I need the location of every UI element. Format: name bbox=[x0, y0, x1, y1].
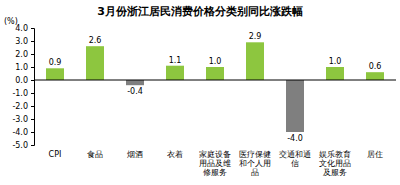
y-axis-line bbox=[31, 29, 35, 146]
bar bbox=[206, 67, 224, 80]
x-tick-label: 烟酒 bbox=[127, 150, 143, 159]
y-axis-label: (%) bbox=[4, 17, 18, 26]
bar bbox=[166, 66, 184, 80]
bar bbox=[126, 80, 144, 85]
y-tick: 1.0 bbox=[15, 63, 34, 72]
bar bbox=[46, 68, 64, 80]
zero-line bbox=[34, 80, 396, 81]
x-tick-label: 交通和通信 bbox=[279, 150, 311, 168]
bar bbox=[326, 67, 344, 80]
data-label: 1.0 bbox=[209, 57, 222, 66]
data-label: -0.4 bbox=[127, 87, 143, 96]
bar bbox=[86, 46, 104, 80]
chart-svg: 4.0 3.0 2.0 1.0 0.0 -1.0 -2.0 -3.0 -4.0 -5.0 0.9 2.… bbox=[0, 0, 400, 185]
x-tick-label: 食品 bbox=[87, 150, 103, 159]
chart-container: 4.0 3.0 2.0 1.0 0.0 -1.0 -2.0 -3.0 -4.0 -5.0 0.9 2.… bbox=[0, 0, 400, 185]
y-tick-label: 2.0 bbox=[15, 50, 28, 59]
x-tick-label: CPI bbox=[49, 150, 62, 159]
bar bbox=[246, 42, 264, 80]
x-tick: 居住 bbox=[367, 150, 383, 159]
y-tick: -4.0 bbox=[12, 128, 34, 137]
y-tick: 3.0 bbox=[15, 37, 34, 46]
y-tick: 0.0 bbox=[15, 76, 34, 85]
x-tick-label: 娱乐教育文化用品及服务 bbox=[319, 150, 351, 177]
x-tick: CPI bbox=[49, 150, 62, 159]
x-tick: 衣着 bbox=[167, 150, 183, 159]
bar bbox=[366, 72, 384, 80]
y-tick-label: 3.0 bbox=[15, 37, 28, 46]
x-tick-label: 医疗保健和个人用品 bbox=[239, 150, 271, 177]
y-tick-mark bbox=[31, 54, 34, 55]
data-label: 0.9 bbox=[49, 58, 62, 67]
bars bbox=[46, 42, 384, 132]
y-tick-mark bbox=[31, 145, 34, 146]
y-tick-label: -3.0 bbox=[12, 115, 28, 124]
y-tick-mark bbox=[31, 119, 34, 120]
y-tick-mark bbox=[31, 28, 34, 29]
bar bbox=[286, 80, 304, 132]
y-tick-mark bbox=[31, 41, 34, 42]
x-tick: 娱乐教育文化用品及服务 bbox=[319, 150, 351, 177]
data-label: -4.0 bbox=[287, 134, 303, 143]
y-tick-label: -5.0 bbox=[12, 141, 28, 150]
y-tick-label: 0.0 bbox=[15, 76, 28, 85]
x-tick: 食品 bbox=[87, 150, 103, 159]
y-tick: 2.0 bbox=[15, 50, 34, 59]
x-tick: 家庭设备用品及维修服务 bbox=[199, 150, 231, 177]
x-tick-label: 居住 bbox=[367, 150, 383, 159]
y-tick-label: -2.0 bbox=[12, 102, 28, 111]
x-tick: 医疗保健和个人用品 bbox=[239, 150, 271, 177]
y-tick-mark bbox=[31, 67, 34, 68]
data-label: 2.6 bbox=[89, 36, 102, 45]
y-tick-label: 1.0 bbox=[15, 63, 28, 72]
plot: 4.0 3.0 2.0 1.0 0.0 -1.0 -2.0 -3.0 -4.0 -5.0 0.9 2.… bbox=[12, 24, 396, 177]
x-tick: 烟酒 bbox=[127, 150, 143, 159]
x-axis: CPI 食品 烟酒 衣着 家庭设备用品及维修服务医疗保健和个人用品交通和通信娱乐教育文化… bbox=[49, 150, 383, 177]
x-tick-label: 衣着 bbox=[167, 150, 183, 159]
data-label: 1.0 bbox=[329, 57, 342, 66]
y-tick-label: -4.0 bbox=[12, 128, 28, 137]
y-tick-mark bbox=[31, 106, 34, 107]
y-tick-mark bbox=[31, 93, 34, 94]
data-label: 1.1 bbox=[169, 56, 182, 65]
data-label: 2.9 bbox=[249, 32, 262, 41]
x-tick-label: 家庭设备用品及维修服务 bbox=[199, 150, 231, 177]
y-tick-mark bbox=[31, 80, 34, 81]
y-axis: 4.0 3.0 2.0 1.0 0.0 -1.0 -2.0 -3.0 -4.0 -5.0 bbox=[12, 24, 34, 150]
y-tick: -1.0 bbox=[12, 89, 34, 98]
data-label: 0.6 bbox=[369, 62, 382, 71]
y-tick-label: -1.0 bbox=[12, 89, 28, 98]
data-labels: 0.9 2.6 -0.4 1.1 1.0 2.9 -4.0 1.0 0.6 bbox=[49, 32, 382, 143]
y-tick: -3.0 bbox=[12, 115, 34, 124]
y-tick: -2.0 bbox=[12, 102, 34, 111]
y-tick: 4.0 bbox=[15, 24, 34, 33]
y-tick-mark bbox=[31, 132, 34, 133]
x-tick: 交通和通信 bbox=[279, 150, 311, 168]
title: 3月份浙江居民消费价格分类别同比涨跌幅 bbox=[97, 5, 303, 18]
y-tick: -5.0 bbox=[12, 141, 34, 150]
